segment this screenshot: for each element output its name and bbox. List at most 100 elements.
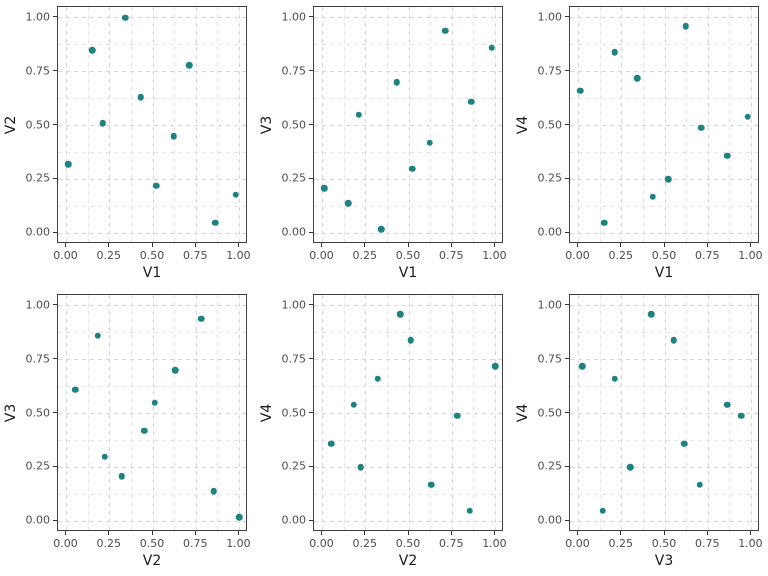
y-tick-mark: [565, 358, 569, 360]
y-tick-label: 0.50: [25, 406, 51, 419]
x-tick-label: 0.75: [438, 537, 464, 550]
data-point: [393, 79, 401, 86]
grid-major-line: [570, 520, 758, 522]
x-tick-mark: [663, 243, 665, 247]
x-tick-mark: [237, 243, 239, 247]
data-point: [236, 513, 243, 521]
x-tick-mark: [577, 243, 579, 247]
data-point: [428, 481, 435, 488]
data-point: [232, 191, 240, 198]
x-tick-label: 1.00: [738, 537, 763, 550]
grid-major-line: [570, 178, 758, 180]
y-tick-label: 0.00: [281, 513, 307, 527]
x-tick-mark: [194, 243, 196, 247]
grid-minor-line: [343, 295, 345, 530]
data-point: [65, 161, 72, 168]
y-tick-label: 1.00: [25, 10, 51, 24]
x-tick-label: 0.75: [182, 537, 208, 550]
x-tick-label: 0.50: [395, 537, 421, 550]
y-tick-mark: [565, 412, 569, 413]
plot-panel: [569, 6, 759, 243]
y-tick-mark: [565, 177, 569, 179]
grid-minor-line: [570, 386, 758, 388]
y-tick-label: 0.50: [537, 118, 563, 131]
grid-minor-line: [570, 493, 758, 495]
grid-minor-line: [570, 98, 758, 100]
data-point: [71, 386, 79, 394]
grid-minor-line: [217, 295, 219, 530]
plot-v4-vs-v1: 0.00 0.00 0.25 0.25 0.50 0.50 0.75 0.75 1.00 1.00…: [512, 0, 768, 288]
grid-major-line: [570, 125, 758, 126]
y-tick-mark: [309, 465, 313, 467]
plot-panel: [313, 6, 503, 243]
data-point: [210, 487, 217, 495]
grid-minor-line: [58, 98, 246, 100]
grid-minor-line: [343, 7, 345, 242]
grid-major-line: [570, 359, 758, 361]
grid-major-line: [109, 295, 111, 530]
grid-minor-line: [430, 7, 432, 242]
data-point: [647, 311, 655, 318]
x-tick-label: 0.00: [565, 249, 590, 262]
y-axis-title: V2: [3, 115, 19, 134]
grid-minor-line: [570, 332, 758, 334]
data-point: [94, 332, 101, 340]
grid-major-line: [314, 359, 502, 361]
data-point: [137, 94, 145, 101]
y-tick-label: 0.50: [537, 406, 563, 419]
data-point: [153, 182, 160, 190]
grid-minor-line: [58, 332, 246, 334]
x-tick-mark: [577, 531, 579, 535]
x-tick-label: 0.50: [651, 537, 677, 550]
y-tick-label: 0.75: [281, 352, 307, 366]
y-tick-label: 0.00: [25, 513, 51, 527]
grid-major-line: [66, 7, 68, 242]
grid-major-line: [578, 7, 580, 242]
data-point: [409, 165, 416, 172]
grid-major-line: [578, 295, 580, 530]
grid-major-line: [314, 466, 502, 468]
x-tick-mark: [321, 243, 323, 247]
data-point: [649, 193, 657, 200]
x-tick-mark: [706, 531, 708, 535]
grid-major-line: [365, 7, 367, 242]
grid-minor-line: [729, 295, 731, 530]
data-point: [186, 61, 193, 69]
data-point: [466, 507, 473, 514]
x-tick-label: 0.25: [352, 537, 378, 550]
x-tick-mark: [493, 243, 495, 247]
x-tick-label: 0.25: [352, 249, 378, 262]
data-point: [665, 176, 672, 183]
y-tick-label: 0.00: [537, 513, 563, 527]
grid-minor-line: [58, 151, 246, 153]
y-tick-mark: [565, 124, 569, 125]
grid-major-line: [322, 7, 324, 242]
grid-minor-line: [217, 7, 219, 242]
y-axis-title: V4: [259, 403, 275, 422]
x-tick-mark: [364, 243, 366, 247]
grid-major-line: [408, 295, 410, 530]
grid-major-line: [314, 71, 502, 73]
grid-major-line: [570, 305, 758, 307]
x-tick-mark: [749, 531, 751, 535]
y-tick-mark: [53, 412, 57, 413]
y-tick-mark: [309, 124, 313, 125]
data-point: [355, 111, 363, 118]
y-tick-label: 0.00: [537, 225, 563, 239]
grid-minor-line: [87, 295, 89, 530]
data-point: [492, 362, 499, 370]
x-tick-mark: [620, 243, 622, 247]
y-tick-mark: [565, 16, 569, 18]
grid-major-line: [314, 178, 502, 180]
x-tick-label: 1.00: [482, 249, 507, 262]
grid-minor-line: [386, 295, 388, 530]
grid-minor-line: [174, 7, 176, 242]
x-tick-label: 0.50: [139, 249, 165, 262]
grid-minor-line: [473, 7, 475, 242]
grid-minor-line: [729, 7, 731, 242]
grid-major-line: [664, 295, 666, 530]
x-tick-mark: [407, 243, 409, 247]
grid-major-line: [58, 125, 246, 126]
y-tick-mark: [309, 412, 313, 413]
data-point: [211, 219, 219, 226]
